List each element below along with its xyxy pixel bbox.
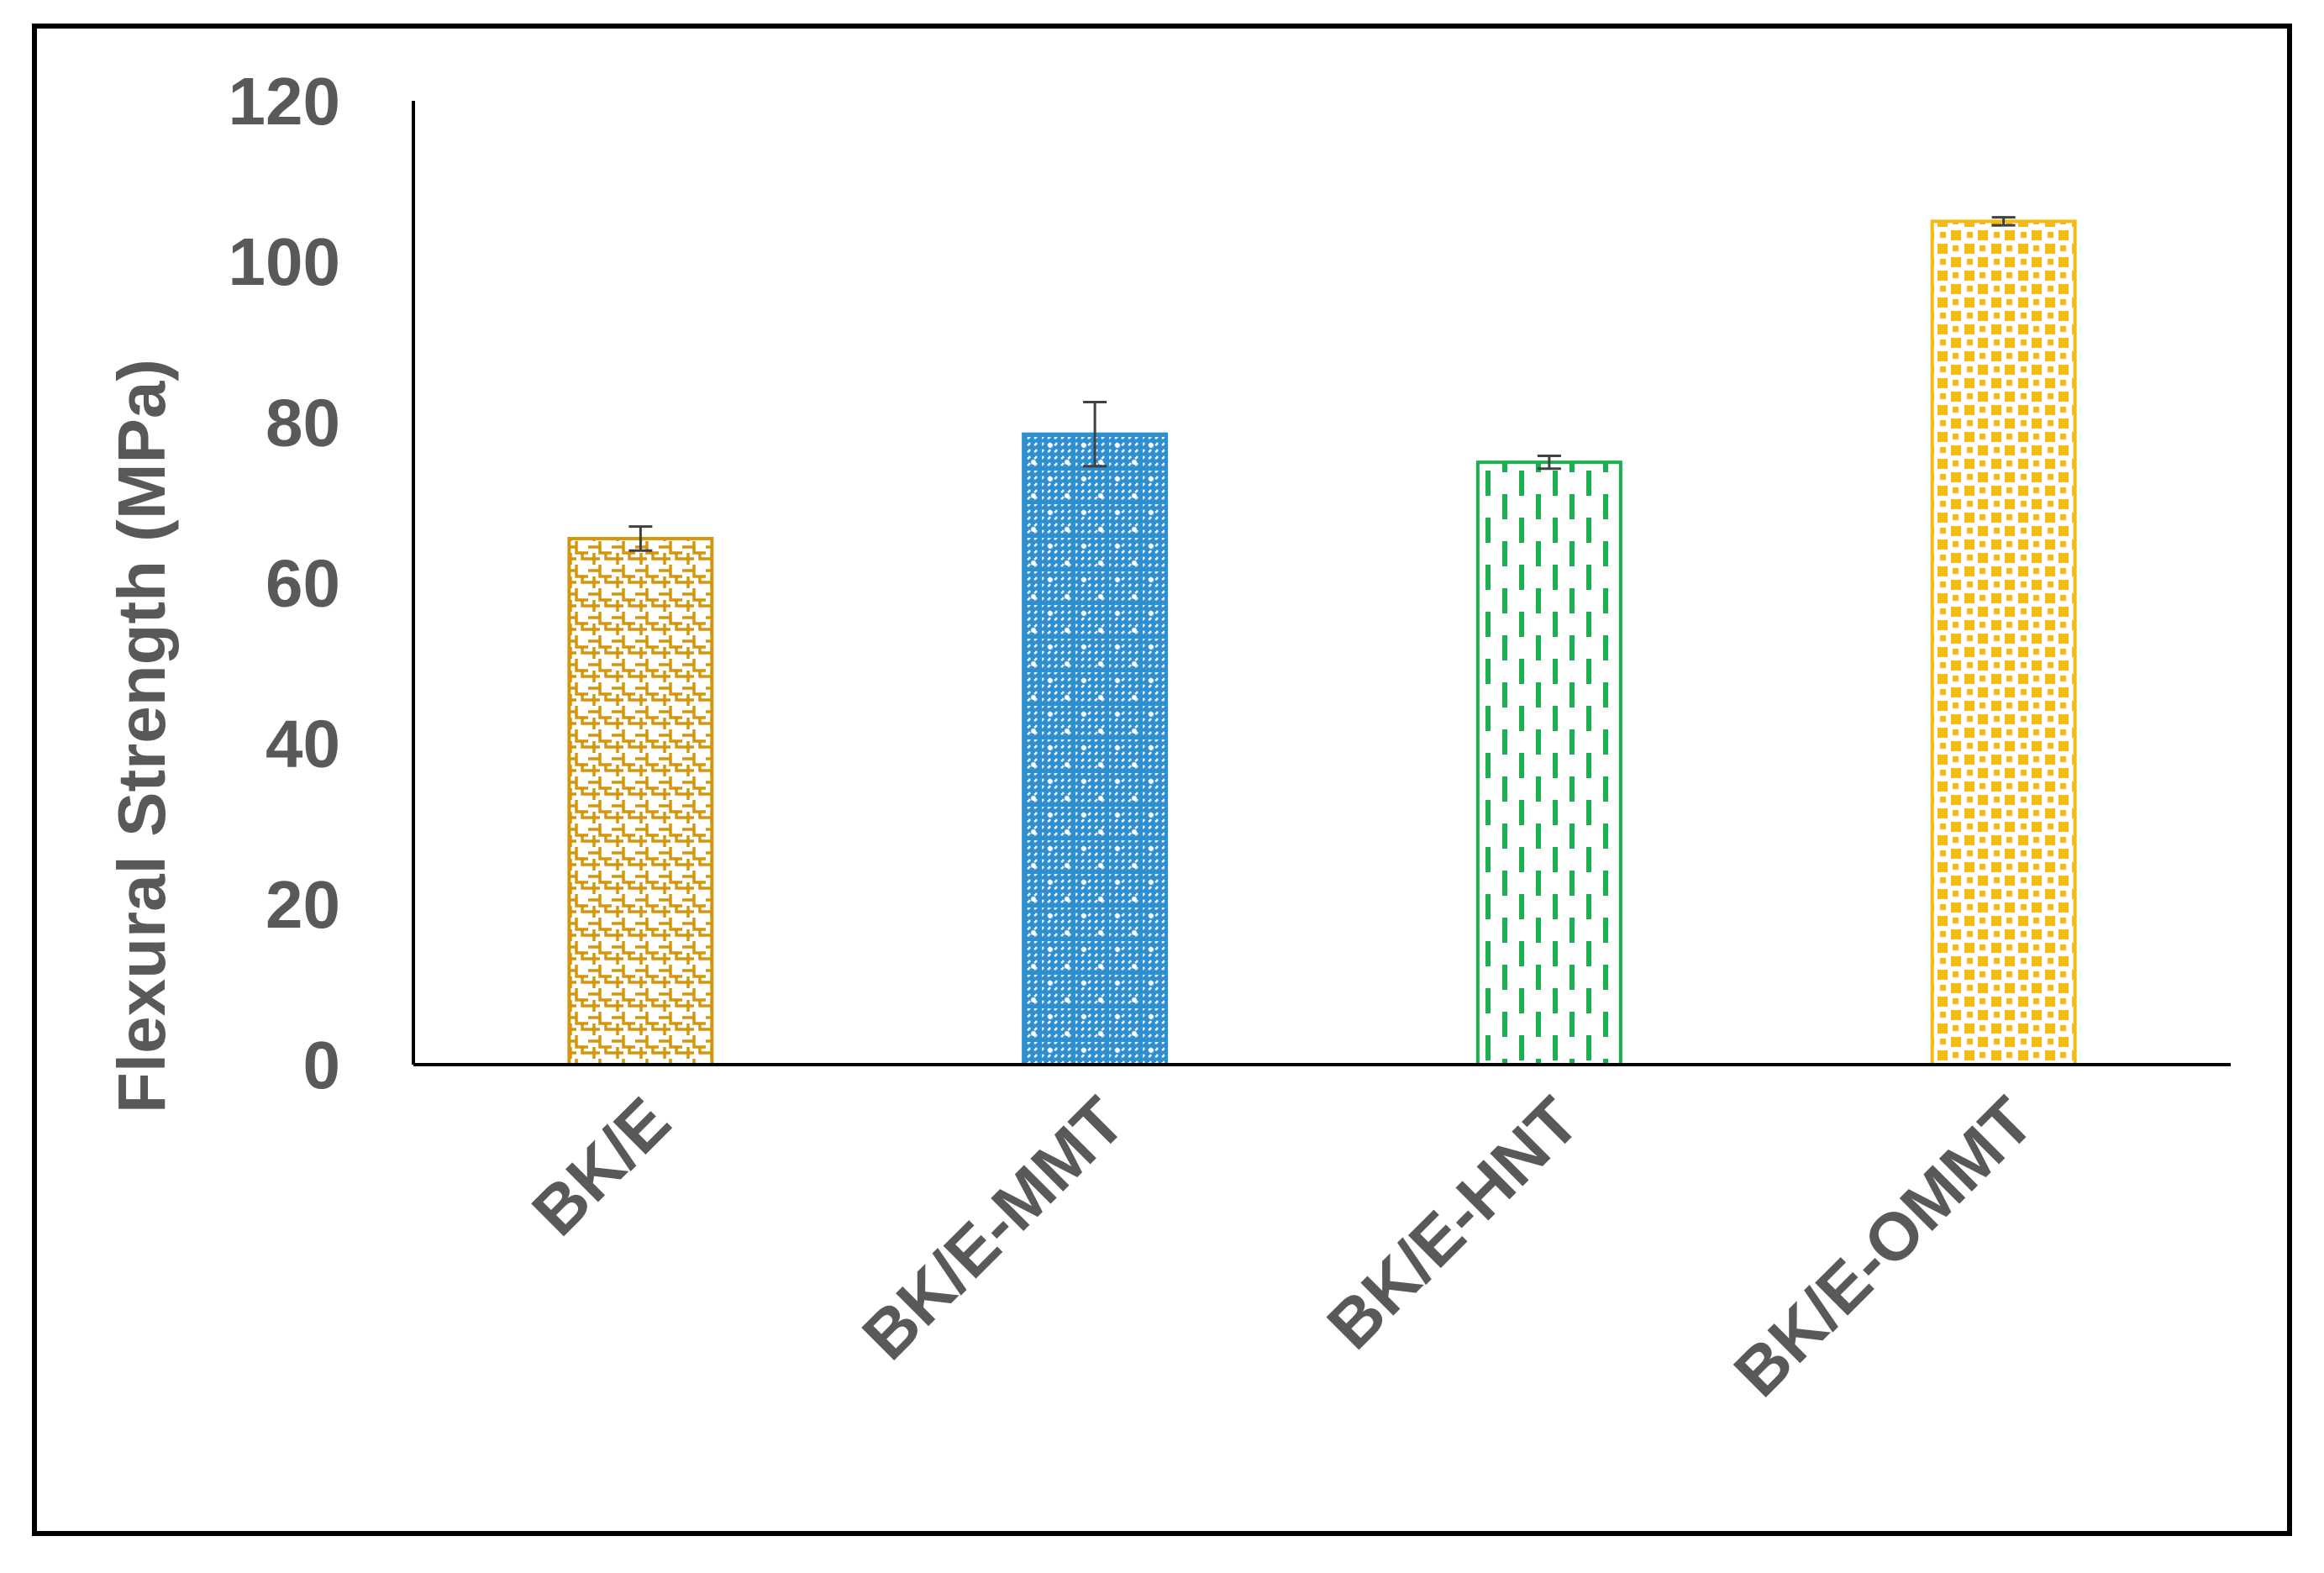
x-axis-categories: BK/E BK/E-MMT BK/E-HNT BK/E-OMMT xyxy=(518,1083,2047,1411)
y-tick-label: 100 xyxy=(229,224,340,299)
x-tick-label: BK/E xyxy=(518,1083,684,1249)
y-tick-label: 0 xyxy=(303,1028,341,1102)
y-tick-label: 60 xyxy=(266,546,340,621)
bar xyxy=(567,536,714,1066)
bar xyxy=(1930,219,2077,1066)
y-axis-title: Flexural Strength (MPa) xyxy=(104,359,179,1113)
y-axis-ticks: 0 20 40 60 80 100 120 xyxy=(229,64,340,1102)
bar xyxy=(1475,460,1622,1066)
error-bar xyxy=(1083,400,1107,468)
x-tick-label: BK/E-OMMT xyxy=(1720,1083,2048,1411)
x-tick-label: BK/E-MMT xyxy=(848,1083,1138,1374)
bar xyxy=(1022,432,1169,1066)
error-bar xyxy=(1537,454,1561,471)
y-tick-label: 20 xyxy=(266,867,340,942)
y-tick-label: 120 xyxy=(229,64,340,139)
error-bars xyxy=(628,216,2016,552)
bars xyxy=(567,219,2077,1066)
error-bar xyxy=(628,525,653,552)
y-tick-label: 40 xyxy=(266,707,340,781)
y-tick-label: 80 xyxy=(266,385,340,460)
x-tick-label: BK/E-HNT xyxy=(1313,1083,1593,1363)
error-bar xyxy=(1991,216,2016,227)
